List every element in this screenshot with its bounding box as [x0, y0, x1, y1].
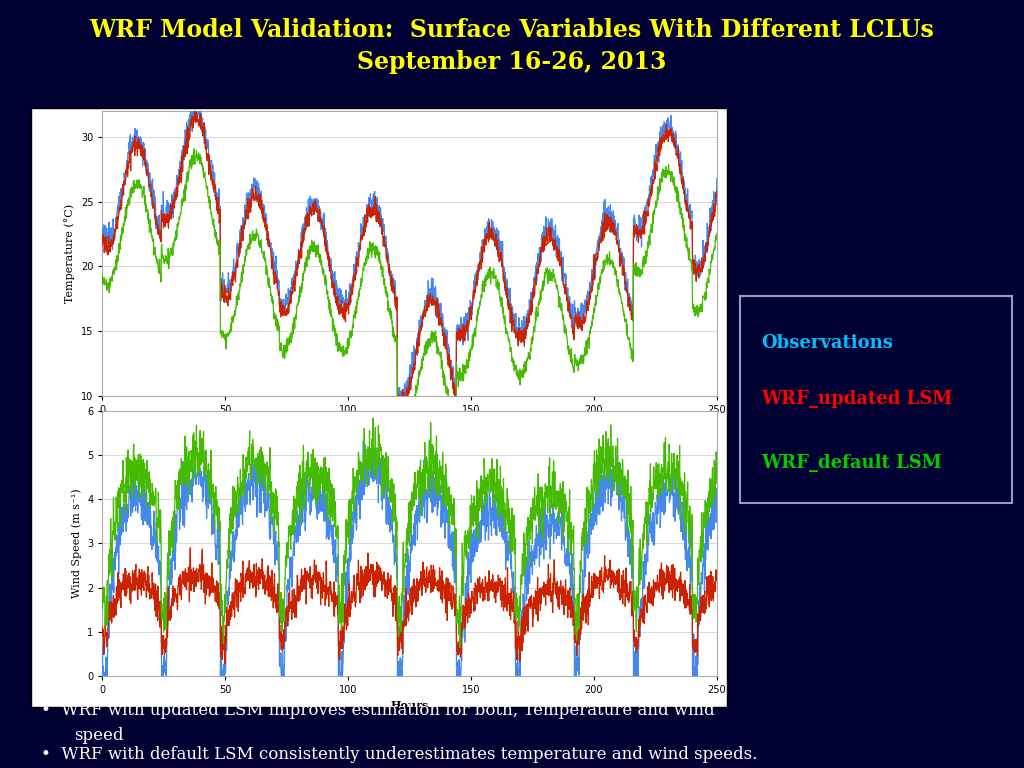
Text: Observations: Observations	[761, 334, 893, 353]
Text: WRF_default LSM: WRF_default LSM	[761, 454, 942, 472]
Text: WRF Model Validation:  Surface Variables With Different LCLUs
September 16-26, 2: WRF Model Validation: Surface Variables …	[89, 18, 935, 74]
Y-axis label: Temperature (°C): Temperature (°C)	[65, 204, 76, 303]
Y-axis label: Wind Speed (m s⁻¹): Wind Speed (m s⁻¹)	[71, 488, 82, 598]
Text: •  WRF with updated LSM improves estimation for both, Temperature and wind: • WRF with updated LSM improves estimati…	[41, 702, 715, 719]
Text: •  WRF with default LSM consistently underestimates temperature and wind speeds.: • WRF with default LSM consistently unde…	[41, 746, 758, 763]
X-axis label: Hours: Hours	[390, 420, 429, 431]
Text: WRF_updated LSM: WRF_updated LSM	[761, 390, 952, 409]
X-axis label: Hours: Hours	[390, 700, 429, 711]
Text: speed: speed	[74, 727, 123, 744]
